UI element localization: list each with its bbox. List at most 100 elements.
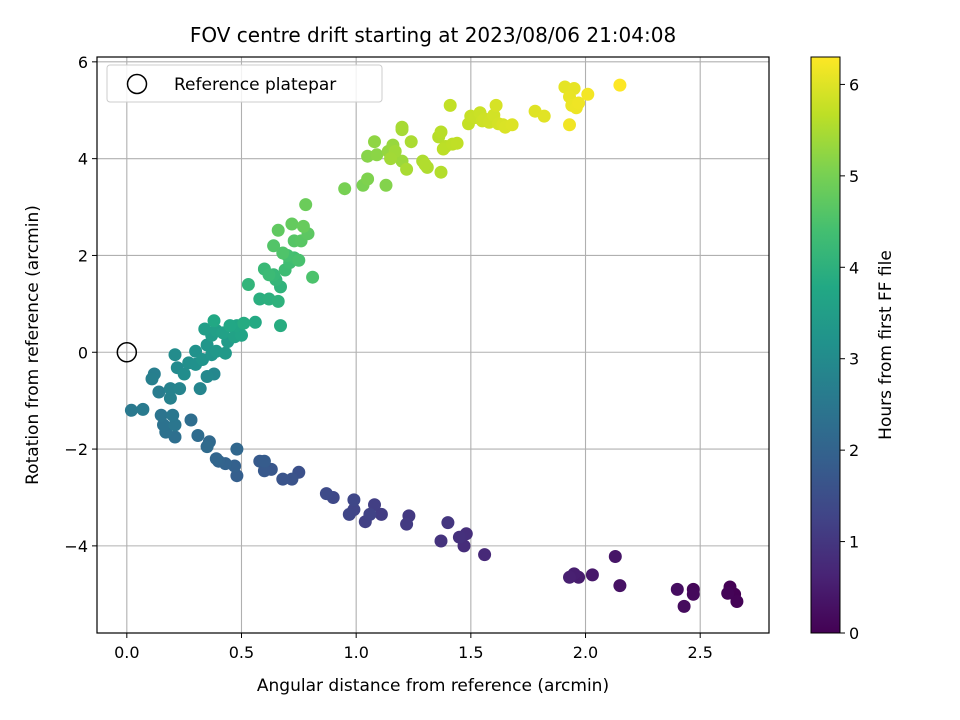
data-point bbox=[677, 599, 691, 613]
data-point bbox=[443, 98, 457, 112]
data-point bbox=[572, 96, 586, 110]
data-point bbox=[379, 178, 393, 192]
x-tick-label: 2.5 bbox=[687, 643, 712, 662]
data-point bbox=[721, 586, 735, 600]
data-point bbox=[608, 550, 622, 563]
chart-title: FOV centre drift starting at 2023/08/06 … bbox=[190, 23, 676, 47]
data-point bbox=[262, 268, 276, 282]
data-point bbox=[730, 595, 744, 608]
data-point bbox=[563, 570, 576, 584]
data-point bbox=[274, 319, 287, 333]
data-point bbox=[276, 472, 290, 486]
data-point bbox=[585, 568, 599, 582]
data-point bbox=[267, 239, 281, 253]
colorbar-tick-label: 4 bbox=[849, 258, 859, 277]
data-point bbox=[200, 370, 214, 383]
data-point bbox=[145, 372, 159, 386]
data-point bbox=[296, 219, 310, 233]
scatter-points bbox=[124, 78, 744, 613]
data-point bbox=[418, 158, 432, 171]
x-tick-label: 1.5 bbox=[458, 643, 483, 662]
colorbar-tick-label: 2 bbox=[849, 441, 859, 460]
y-tick-label: 0 bbox=[78, 343, 88, 362]
data-point bbox=[177, 367, 191, 381]
data-point bbox=[237, 316, 251, 330]
plot-frame bbox=[96, 56, 770, 634]
y-tick-label: 6 bbox=[78, 53, 88, 72]
data-point bbox=[361, 172, 375, 186]
data-point bbox=[136, 402, 150, 416]
data-point bbox=[299, 198, 313, 212]
data-point bbox=[223, 319, 237, 333]
data-point bbox=[319, 487, 333, 501]
data-point bbox=[686, 587, 700, 601]
data-point bbox=[168, 348, 182, 362]
y-tick-label: −2 bbox=[64, 440, 88, 459]
colorbar-tick-label: 3 bbox=[849, 350, 859, 369]
colorbar-tick-label: 0 bbox=[849, 624, 859, 643]
data-point bbox=[200, 440, 214, 454]
colorbar-ticks: 0 1 2 3 4 5 6 bbox=[840, 75, 859, 643]
legend-marker-icon bbox=[126, 73, 148, 95]
data-point bbox=[271, 294, 285, 308]
colorbar-tick-label: 1 bbox=[849, 533, 859, 552]
data-point bbox=[207, 314, 221, 328]
data-point bbox=[342, 507, 356, 521]
data-point bbox=[338, 182, 352, 196]
data-point bbox=[253, 292, 267, 306]
data-point bbox=[441, 516, 455, 530]
data-point bbox=[537, 109, 551, 123]
data-point bbox=[384, 152, 398, 166]
data-point bbox=[374, 507, 388, 521]
data-point bbox=[400, 162, 414, 176]
data-point bbox=[434, 534, 448, 548]
colorbar-tick-label: 6 bbox=[849, 75, 859, 94]
x-tick-label: 0.5 bbox=[229, 643, 254, 662]
data-point bbox=[191, 429, 205, 442]
data-point bbox=[306, 270, 320, 284]
data-point bbox=[285, 217, 299, 231]
data-point bbox=[505, 118, 519, 132]
data-point bbox=[235, 328, 248, 342]
data-point bbox=[452, 530, 466, 544]
data-point bbox=[347, 493, 361, 507]
data-point bbox=[563, 118, 576, 132]
legend: Reference platepar bbox=[106, 64, 383, 103]
data-point bbox=[218, 346, 232, 360]
data-point bbox=[209, 452, 223, 466]
data-point bbox=[370, 148, 384, 162]
data-point bbox=[166, 408, 180, 422]
data-point bbox=[404, 135, 418, 149]
x-tick-label: 1.0 bbox=[343, 643, 368, 662]
x-tick-label: 2.0 bbox=[573, 643, 598, 662]
data-point bbox=[292, 253, 306, 267]
data-point bbox=[230, 469, 244, 483]
data-point bbox=[163, 382, 177, 396]
x-tick-label: 0.0 bbox=[114, 643, 139, 662]
data-point bbox=[154, 408, 168, 422]
data-point bbox=[152, 385, 166, 399]
data-point bbox=[257, 454, 271, 468]
data-point bbox=[489, 98, 503, 112]
data-point bbox=[450, 136, 464, 150]
legend-box bbox=[106, 64, 383, 103]
data-point bbox=[124, 403, 138, 417]
data-point bbox=[168, 418, 182, 432]
y-axis-ticks: −4 −2 0 2 4 6 bbox=[64, 53, 97, 556]
data-point bbox=[363, 507, 377, 521]
colorbar: 0 1 2 3 4 5 6 Hours from first FF file bbox=[810, 56, 896, 643]
data-point bbox=[400, 517, 414, 531]
data-point bbox=[198, 322, 212, 336]
x-axis-label: Angular distance from reference (arcmin) bbox=[257, 676, 609, 696]
data-point bbox=[434, 125, 448, 139]
data-point bbox=[241, 278, 255, 291]
y-tick-label: 4 bbox=[78, 150, 88, 169]
data-point bbox=[581, 87, 595, 101]
data-point bbox=[248, 315, 262, 329]
data-point bbox=[230, 442, 244, 456]
data-point bbox=[276, 246, 290, 260]
data-point bbox=[613, 579, 627, 593]
data-point bbox=[285, 472, 299, 486]
reference-platepar-marker bbox=[116, 342, 138, 363]
data-point bbox=[368, 498, 381, 512]
